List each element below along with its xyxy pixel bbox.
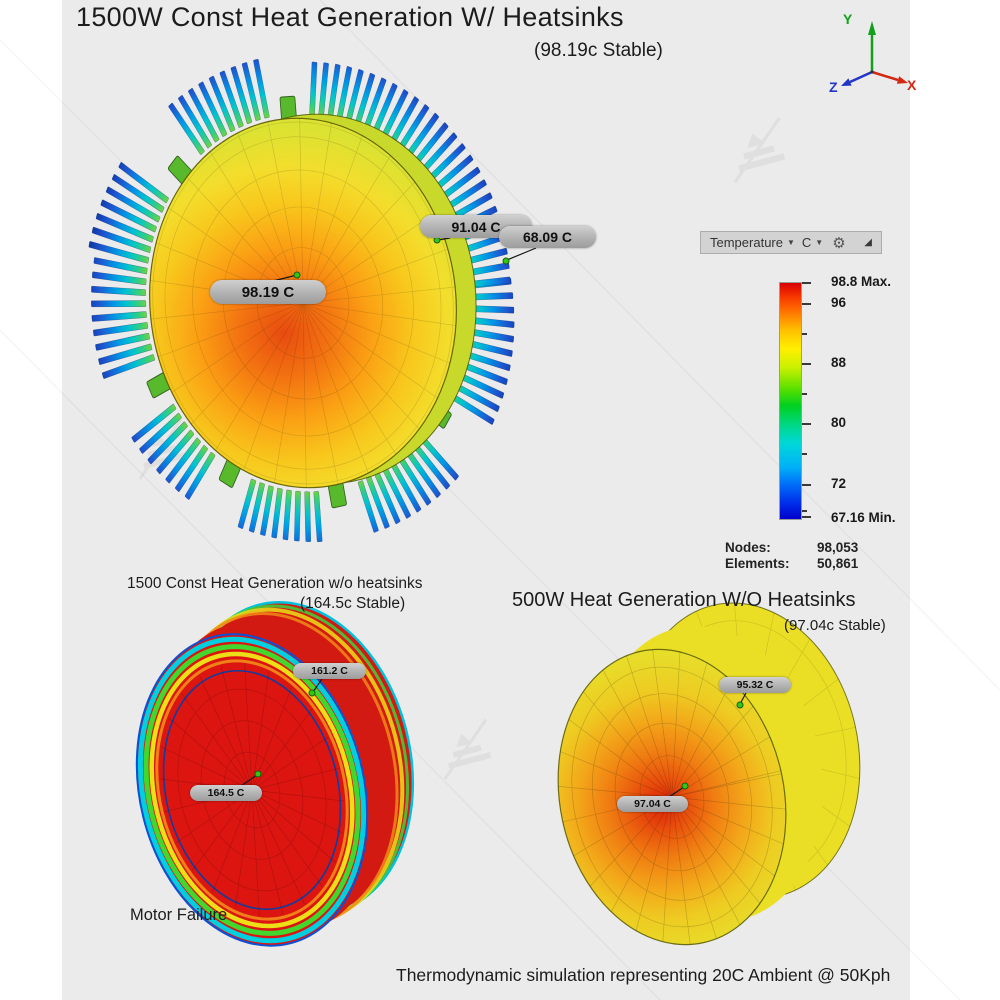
results-toolbar: Temperature ▼ C ▼ ⚙ ◢ xyxy=(700,231,882,254)
legend-colorbar xyxy=(779,282,802,520)
section-subtitle-500w-no-heatsinks: (97.04c Stable) xyxy=(784,617,886,634)
nodes-value: 98,053 xyxy=(817,540,859,555)
legend-tick-label: 72 xyxy=(831,476,847,491)
probe-label-98-19[interactable]: 98.19 C xyxy=(210,280,326,304)
chevron-down-icon: ▼ xyxy=(815,238,824,247)
probe-label-95-32[interactable]: 95.32 C xyxy=(719,677,791,693)
probe-label-161-2[interactable]: 161.2 C xyxy=(293,663,366,679)
legend-max-label: 98.8 Max. xyxy=(831,274,892,289)
temperature-dropdown[interactable]: Temperature ▼ xyxy=(710,235,795,250)
probe-label-68-09[interactable]: 68.09 C xyxy=(499,226,596,248)
legend-min-label: 67.16 Min. xyxy=(831,510,896,525)
axis-y-label: Y xyxy=(843,11,853,27)
legend-tick xyxy=(802,484,811,486)
gear-icon[interactable]: ⚙ xyxy=(832,234,846,252)
axis-x-label: X xyxy=(907,77,917,93)
elements-value: 50,861 xyxy=(817,556,859,571)
legend-tick-label: 96 xyxy=(831,295,847,310)
page-title: 1500W Const Heat Generation W/ Heatsinks xyxy=(76,2,624,32)
nodes-label: Nodes: xyxy=(725,540,771,555)
model-500w-no-heatsinks[interactable] xyxy=(525,582,893,966)
legend-tick xyxy=(802,453,807,455)
legend-tick xyxy=(802,516,811,518)
probe-label-97-04[interactable]: 97.04 C xyxy=(617,796,688,812)
legend-options-icon[interactable]: ◢ xyxy=(864,237,872,248)
probe-label-164-5[interactable]: 164.5 C xyxy=(190,785,262,801)
footer-caption: Thermodynamic simulation representing 20… xyxy=(396,965,891,985)
legend-tick xyxy=(802,303,811,305)
legend-tick xyxy=(802,510,807,512)
legend-tick xyxy=(802,393,807,395)
probe-leader-lines xyxy=(240,236,747,798)
legend-tick xyxy=(802,423,811,425)
legend-tick xyxy=(802,282,811,284)
mesh-statistics: Nodes: 98,053 Elements: 50,861 xyxy=(725,540,858,572)
axis-triad: Y X Z xyxy=(829,11,917,95)
chevron-down-icon: ▼ xyxy=(786,238,795,247)
temperature-dropdown-label: Temperature xyxy=(710,235,783,250)
axis-z-label: Z xyxy=(829,79,838,95)
unit-dropdown[interactable]: C ▼ xyxy=(802,235,823,250)
legend-tick xyxy=(802,363,811,365)
section-subtitle-1500w-no-heatsinks: (164.5c Stable) xyxy=(300,595,406,612)
motor-failure-caption: Motor Failure xyxy=(130,906,228,924)
section-title-1500w-no-heatsinks: 1500 Const Heat Generation w/o heatsinks xyxy=(127,575,423,592)
legend-tick-label: 88 xyxy=(831,355,847,370)
page-subtitle: (98.19c Stable) xyxy=(534,40,663,61)
legend-tick-label: 80 xyxy=(831,415,847,430)
section-title-500w-no-heatsinks: 500W Heat Generation W/O Heatsinks xyxy=(512,589,856,611)
elements-label: Elements: xyxy=(725,556,790,571)
unit-dropdown-label: C xyxy=(801,235,812,250)
legend-tick xyxy=(802,333,807,335)
